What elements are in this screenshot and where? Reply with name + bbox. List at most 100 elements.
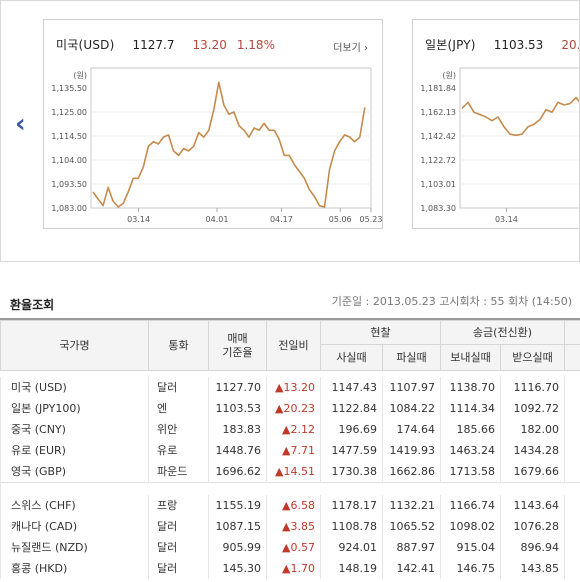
x-tick-label: 03.14 [495,215,518,224]
y-tick-label: 1,114.50 [51,132,87,141]
cell-prev: ▲6.58 [267,495,321,516]
cell-cash_buy: 1122.84 [321,398,383,419]
cell-remit_send: 1166.74 [441,495,501,516]
cell-tc_buy: 1 [565,495,580,516]
cell-cash_buy: 1178.17 [321,495,383,516]
cell-tc_buy: 11 [565,398,580,419]
cell-prev: ▲20.23 [267,398,321,419]
cell-base: 183.83 [209,419,267,440]
th-remit: 송금(전신환) [441,321,565,345]
cell-currency: 위안 [149,419,209,440]
cell-remit_recv: 182.00 [501,419,565,440]
cell-prev: ▲13.20 [267,377,321,398]
cell-remit_recv: 896.94 [501,537,565,558]
y-tick-label: 1,104.00 [51,156,87,165]
cell-remit_recv: 1076.28 [501,516,565,537]
cell-country: 뉴질랜드 (NZD) [1,537,149,558]
th-currency: 통화 [149,321,209,371]
y-tick-label: 1,135.50 [51,84,87,93]
cell-prev: ▲0.57 [267,537,321,558]
cell-tc_buy [565,537,580,558]
cell-remit_send: 1114.34 [441,398,501,419]
cell-cash_buy: 196.69 [321,419,383,440]
plot-frame [460,68,580,208]
y-tick-label: 1,103.01 [420,180,456,189]
th-cash-sell: 파실때 [383,345,441,371]
cell-country: 미국 (USD) [1,377,149,398]
cell-cash_sell: 1107.97 [383,377,441,398]
usd-line-chart: (원)1,135.501,125.001,114.501,104.001,093… [44,20,384,230]
cell-remit_send: 1098.02 [441,516,501,537]
cell-remit_recv: 1434.28 [501,440,565,461]
y-tick-label: 1,093.50 [51,180,87,189]
y-tick-label: 1,122.72 [420,156,456,165]
cell-tc_buy: 17 [565,461,580,483]
cell-base: 1448.76 [209,440,267,461]
cell-currency: 엔 [149,398,209,419]
cell-currency: 달러 [149,377,209,398]
y-tick-label: 1,142.42 [420,132,456,141]
th-remit-send: 보내실때 [441,345,501,371]
y-unit-label: (원) [73,71,87,80]
cell-prev: ▲3.85 [267,516,321,537]
plot-frame [91,68,371,208]
cell-cash_buy: 1147.43 [321,377,383,398]
cell-base: 1103.53 [209,398,267,419]
cell-prev: ▲7.71 [267,440,321,461]
cell-country: 홍콩 (HKD) [1,558,149,579]
x-tick-label: 05.06 [329,215,352,224]
cell-cash_sell: 1662.86 [383,461,441,483]
cell-prev: ▲1.70 [267,558,321,579]
cell-country: 스위스 (CHF) [1,495,149,516]
cell-country: 중국 (CNY) [1,419,149,440]
cell-tc_buy: 14 [565,440,580,461]
y-tick-label: 1,162.13 [420,108,456,117]
y-tick-label: 1,083.30 [420,204,456,213]
x-tick-label: 04.01 [206,215,229,224]
cell-remit_recv: 1143.64 [501,495,565,516]
cell-tc_buy: 11 [565,377,580,398]
cell-cash_sell: 1084.22 [383,398,441,419]
cell-tc_buy: 1 [565,419,580,440]
cell-cash_buy: 1477.59 [321,440,383,461]
cell-prev: ▲2.12 [267,419,321,440]
x-tick-label: 05.23 [360,215,383,224]
th-tc-buy: 사 [565,345,580,371]
cell-currency: 달러 [149,558,209,579]
cell-remit_recv: 1679.66 [501,461,565,483]
cell-currency: 유로 [149,440,209,461]
cell-remit_recv: 143.85 [501,558,565,579]
x-tick-label: 04.17 [270,215,293,224]
exchange-rate-table: 국가명 통화 매매 기준율 전일비 현찰 송금(전신환) T 사실때 파실때 보… [0,320,580,579]
section-info: 기준일 : 2013.05.23 고시회차 : 55 회차 (14:50) [332,293,572,309]
cell-remit_send: 1713.58 [441,461,501,483]
cell-country: 일본 (JPY100) [1,398,149,419]
section-title: 환율조회 [10,296,54,313]
y-unit-label: (원) [442,71,456,80]
th-tc: T [565,321,580,345]
cell-prev: ▲14.51 [267,461,321,483]
carousel-prev-arrow-icon[interactable]: ‹ [15,109,26,139]
cell-cash_buy: 148.19 [321,558,383,579]
cell-remit_recv: 1092.72 [501,398,565,419]
cell-country: 캐나다 (CAD) [1,516,149,537]
cell-currency: 달러 [149,516,209,537]
cell-remit_send: 1463.24 [441,440,501,461]
cell-cash_sell: 1419.93 [383,440,441,461]
cell-base: 1087.15 [209,516,267,537]
exchange-rate-table-wrap: 국가명 통화 매매 기준율 전일비 현찰 송금(전신환) T 사실때 파실때 보… [0,318,580,582]
th-cash: 현찰 [321,321,441,345]
